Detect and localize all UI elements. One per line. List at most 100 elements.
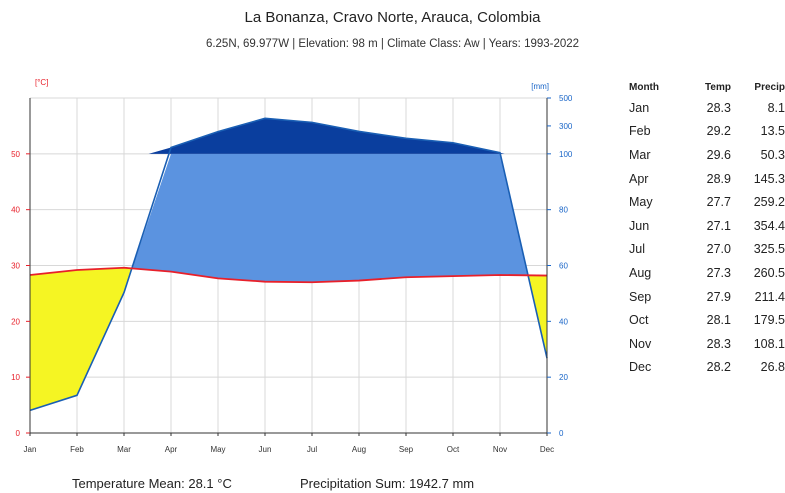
cell-month: Dec (629, 360, 652, 375)
humid-area (265, 153, 312, 283)
x-tick-label: Mar (117, 445, 131, 454)
x-tick-label: Jan (24, 445, 37, 454)
left-tick-label: 10 (11, 373, 20, 382)
cell-precip: 260.5 (753, 265, 785, 280)
cell-precip: 179.5 (753, 313, 785, 328)
perhumid-area (312, 122, 359, 154)
table-row: Jul 27.0 325.5 (619, 238, 785, 262)
perhumid-area (148, 147, 171, 154)
perhumid-area (218, 118, 265, 154)
cell-temp: 28.3 (706, 100, 731, 115)
right-axis-unit: [mm] (531, 82, 549, 91)
cell-temp: 27.3 (706, 265, 731, 280)
header-temp: Temp (705, 81, 731, 93)
cell-month: Mar (629, 147, 651, 162)
cell-precip: 259.2 (753, 195, 785, 210)
cell-month: Apr (629, 171, 649, 186)
cell-temp: 27.7 (706, 195, 731, 210)
cell-precip: 50.3 (760, 147, 785, 162)
cell-month: Nov (629, 336, 652, 351)
humid-area (406, 153, 453, 278)
x-tick-label: Oct (447, 445, 460, 454)
header-month: Month (629, 81, 659, 93)
humid-area (132, 153, 171, 272)
arid-area (77, 267, 124, 396)
left-tick-label: 50 (11, 150, 20, 159)
temperature-mean: Temperature Mean: 28.1 °C (72, 476, 232, 491)
x-tick-label: Jul (307, 445, 317, 454)
cell-precip: 26.8 (760, 360, 785, 375)
table-row: Mar 29.6 50.3 (619, 143, 785, 167)
x-tick-label: Apr (165, 445, 178, 454)
temperature-line (29, 266, 548, 284)
perhumid-area (171, 131, 218, 154)
right-tick-label: 80 (559, 206, 568, 215)
x-tick-label: Sep (399, 445, 414, 454)
cell-temp: 29.6 (706, 147, 731, 162)
table-row: Feb 29.2 13.5 (619, 120, 785, 144)
x-tick-label: Nov (493, 445, 507, 454)
perhumid-area (265, 118, 312, 154)
climate-table: Month Temp Precip Jan 28.3 8.1 Feb 29.2 13.5 M… (619, 78, 785, 379)
right-tick-label: 40 (559, 317, 568, 326)
x-tick-label: Feb (70, 445, 84, 454)
humid-area (453, 153, 500, 277)
x-tick-label: Dec (540, 445, 554, 454)
cell-month: Jun (629, 218, 650, 233)
arid-area (30, 269, 77, 411)
table-row: Nov 28.3 108.1 (619, 332, 785, 356)
humid-area (218, 153, 265, 282)
chart-title: La Bonanza, Cravo Norte, Arauca, Colombi… (244, 9, 541, 26)
humid-area (359, 153, 406, 281)
left-tick-label: 40 (11, 206, 20, 215)
cell-temp: 27.0 (706, 242, 731, 257)
right-tick-label: 500 (559, 94, 573, 103)
humid-area (171, 153, 218, 279)
cell-precip: 145.3 (753, 171, 785, 186)
cell-month: Aug (629, 265, 652, 280)
cell-temp: 28.9 (706, 171, 731, 186)
chart-subtitle: 6.25N, 69.977W | Elevation: 98 m | Clima… (205, 38, 580, 50)
table-header-row: Month Temp Precip (619, 78, 785, 96)
x-tick-label: Jun (259, 445, 272, 454)
header-precip: Precip (754, 81, 785, 93)
cell-precip: 211.4 (754, 289, 785, 304)
cell-precip: 8.1 (767, 100, 785, 115)
right-tick-label: 0 (559, 429, 564, 438)
table-row: May 27.7 259.2 (619, 190, 785, 214)
cell-temp: 29.2 (706, 124, 731, 139)
cell-precip: 13.5 (760, 124, 785, 139)
perhumid-area (500, 152, 505, 154)
table-body: Jan 28.3 8.1 Feb 29.2 13.5 Mar 29.6 50.3 Apr 28.9 1… (619, 96, 785, 379)
cell-month: Jul (629, 242, 645, 257)
left-tick-label: 20 (11, 317, 20, 326)
table-row: Jun 27.1 354.4 (619, 214, 785, 238)
right-tick-label: 60 (559, 262, 568, 271)
left-tick-label: 30 (11, 262, 20, 271)
cell-precip: 108.1 (753, 336, 785, 351)
cell-month: May (629, 195, 653, 210)
cell-month: Oct (629, 313, 649, 328)
table-row: Sep 27.9 211.4 (619, 285, 785, 309)
cell-month: Jan (629, 100, 650, 115)
table-row: Aug 27.3 260.5 (619, 261, 785, 285)
right-tick-label: 20 (559, 373, 568, 382)
cell-precip: 325.5 (753, 242, 785, 257)
table-row: Jan 28.3 8.1 (619, 96, 785, 120)
left-tick-label: 0 (16, 429, 21, 438)
cell-month: Feb (629, 124, 651, 139)
cell-temp: 28.3 (706, 336, 731, 351)
left-axis-unit: [°C] (35, 78, 48, 87)
cell-precip: 354.4 (753, 218, 785, 233)
x-tick-label: Aug (352, 445, 366, 454)
table-row: Apr 28.9 145.3 (619, 167, 785, 191)
cell-temp: 27.1 (706, 218, 731, 233)
cell-month: Sep (629, 289, 652, 304)
cell-temp: 28.1 (706, 313, 731, 328)
cell-temp: 28.2 (706, 360, 731, 375)
right-tick-label: 100 (559, 150, 573, 159)
table-row: Oct 28.1 179.5 (619, 308, 785, 332)
precipitation-sum: Precipitation Sum: 1942.7 mm (300, 476, 475, 491)
humid-area (312, 153, 359, 283)
